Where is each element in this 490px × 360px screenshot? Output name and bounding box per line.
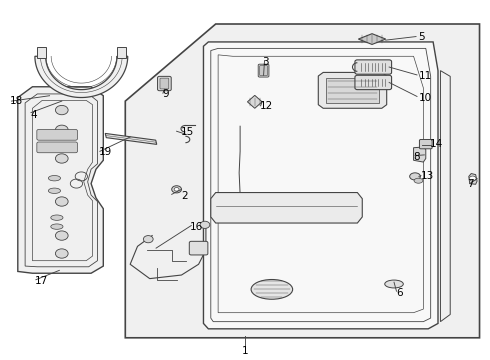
Polygon shape	[117, 47, 126, 58]
Polygon shape	[211, 193, 362, 223]
Text: 10: 10	[418, 93, 432, 103]
Circle shape	[172, 186, 181, 193]
Circle shape	[55, 105, 68, 115]
Polygon shape	[358, 34, 386, 44]
FancyBboxPatch shape	[355, 60, 392, 74]
FancyBboxPatch shape	[419, 139, 432, 149]
Text: 16: 16	[190, 222, 203, 231]
FancyBboxPatch shape	[158, 76, 171, 91]
FancyBboxPatch shape	[355, 75, 392, 90]
Text: 8: 8	[414, 152, 420, 162]
Polygon shape	[441, 71, 450, 321]
Ellipse shape	[251, 279, 293, 299]
Text: 5: 5	[418, 32, 425, 41]
Polygon shape	[35, 56, 128, 98]
Text: 4: 4	[30, 111, 37, 121]
Ellipse shape	[51, 215, 63, 220]
Circle shape	[55, 154, 68, 163]
Ellipse shape	[414, 178, 423, 183]
Circle shape	[174, 188, 179, 191]
Text: 18: 18	[9, 96, 23, 106]
Text: 13: 13	[421, 171, 434, 181]
Text: 19: 19	[98, 147, 112, 157]
FancyBboxPatch shape	[160, 78, 169, 89]
FancyBboxPatch shape	[260, 66, 268, 76]
Polygon shape	[469, 174, 477, 184]
Ellipse shape	[49, 188, 61, 193]
Text: 15: 15	[180, 127, 194, 136]
Text: 7: 7	[467, 179, 474, 189]
Text: 14: 14	[430, 139, 443, 149]
Text: 12: 12	[260, 102, 273, 112]
Polygon shape	[318, 72, 387, 108]
Polygon shape	[125, 24, 480, 338]
FancyBboxPatch shape	[189, 241, 208, 255]
Circle shape	[55, 197, 68, 206]
Text: 11: 11	[418, 71, 432, 81]
FancyBboxPatch shape	[37, 130, 77, 140]
Polygon shape	[414, 147, 426, 162]
Ellipse shape	[410, 173, 420, 180]
Circle shape	[469, 176, 476, 181]
Ellipse shape	[385, 280, 403, 288]
Polygon shape	[203, 42, 438, 329]
Text: 3: 3	[262, 57, 269, 67]
Polygon shape	[247, 95, 262, 108]
Text: 1: 1	[242, 346, 248, 356]
Polygon shape	[37, 47, 46, 58]
FancyBboxPatch shape	[258, 64, 269, 77]
Text: 9: 9	[162, 89, 169, 99]
Polygon shape	[105, 134, 157, 144]
Text: 17: 17	[35, 276, 48, 286]
Circle shape	[55, 231, 68, 240]
Circle shape	[55, 249, 68, 258]
FancyBboxPatch shape	[37, 142, 77, 153]
Ellipse shape	[51, 224, 63, 229]
Ellipse shape	[49, 176, 61, 181]
Polygon shape	[326, 78, 379, 103]
Circle shape	[55, 125, 68, 134]
Text: 6: 6	[396, 288, 403, 298]
Polygon shape	[18, 87, 103, 273]
Circle shape	[200, 221, 210, 228]
Circle shape	[144, 235, 153, 243]
Text: 2: 2	[181, 191, 188, 201]
